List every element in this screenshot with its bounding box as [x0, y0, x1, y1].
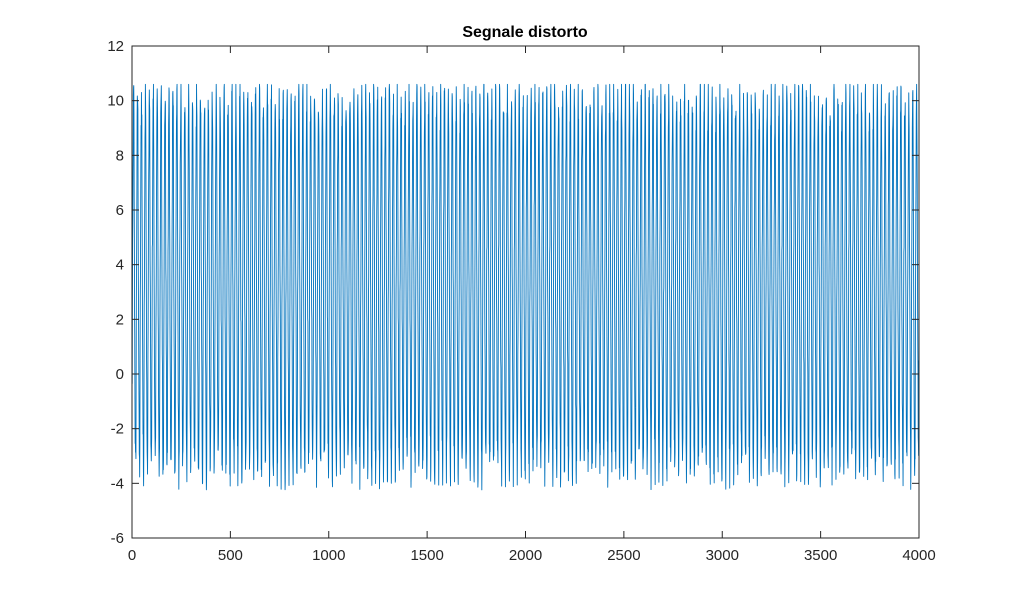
x-tick-label: 4000	[902, 547, 935, 564]
data-layer	[131, 83, 920, 491]
x-tick-label: 2000	[509, 547, 542, 564]
y-tick-label: 6	[116, 202, 124, 219]
y-tick-label: 0	[116, 366, 124, 383]
x-tick-label: 3000	[706, 547, 739, 564]
x-tick-label: 3500	[804, 547, 837, 564]
y-axis: -6 -4 -2 0 2 4 6 8 10 12	[107, 38, 919, 547]
x-tick-label: 1000	[312, 547, 345, 564]
x-tick-label: 1500	[410, 547, 443, 564]
y-tick-label: 4	[116, 257, 124, 274]
signal-series-line	[131, 83, 920, 491]
x-tick-label: 500	[218, 547, 243, 564]
y-tick-label: -4	[111, 475, 124, 492]
y-tick-label: 10	[107, 93, 124, 110]
y-tick-label: -6	[111, 530, 124, 547]
y-tick-label: 2	[116, 311, 124, 328]
chart-title: Segnale distorto	[462, 24, 588, 41]
x-tick-label: 2500	[607, 547, 640, 564]
y-tick-label: 8	[116, 147, 124, 164]
y-tick-label: 12	[107, 38, 124, 55]
x-axis: 0 500 1000 1500 2000 2500 3000 3500 4000	[128, 46, 936, 564]
plot-area	[131, 45, 920, 539]
x-tick-label: 0	[128, 547, 136, 564]
y-tick-label: -2	[111, 421, 124, 438]
